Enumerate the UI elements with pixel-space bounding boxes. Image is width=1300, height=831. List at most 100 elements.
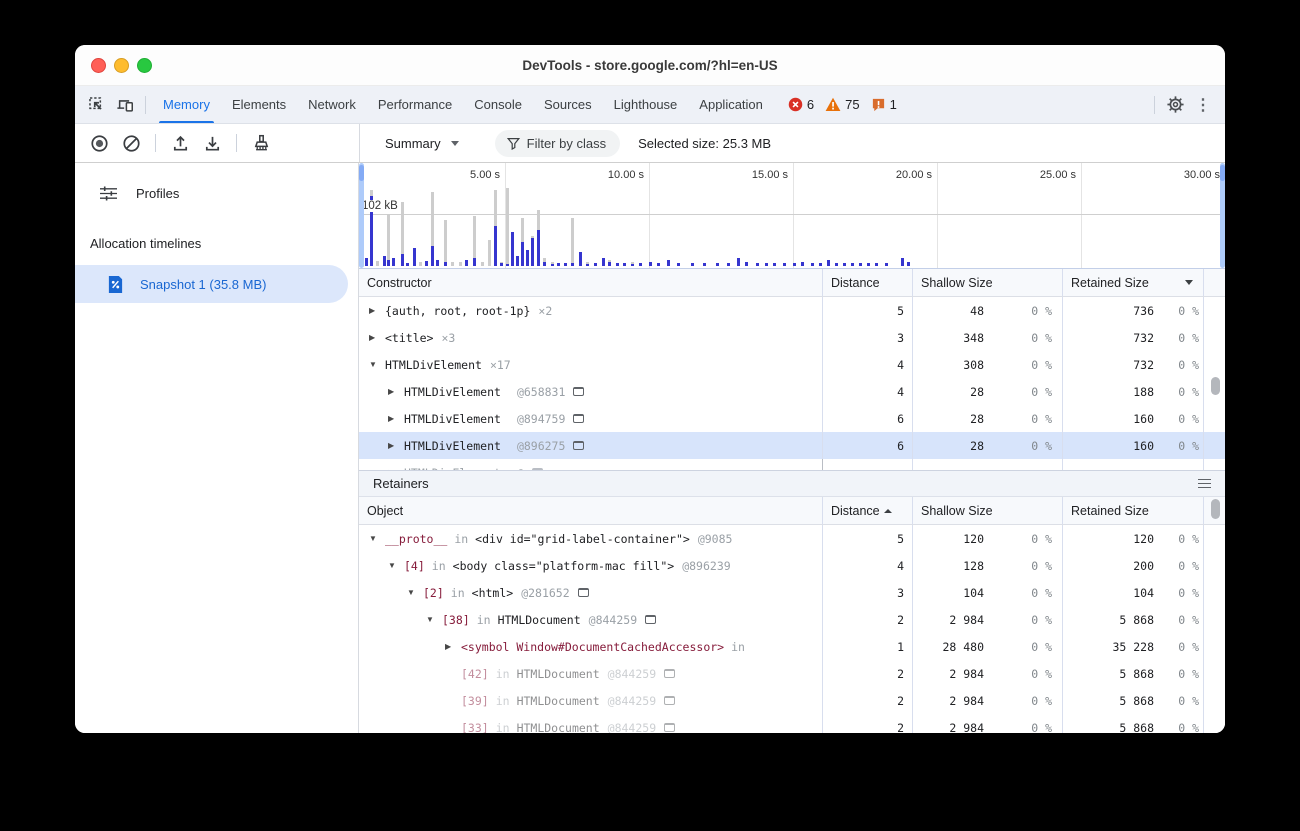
distance-value: 6 — [823, 432, 913, 459]
table-row[interactable]: [39] in HTMLDocument @844259 2 2 984 0 % 5 8… — [359, 687, 1225, 714]
minimize-window-button[interactable] — [114, 57, 129, 73]
allocation-bar — [387, 214, 390, 266]
load-profile-button[interactable] — [166, 130, 194, 156]
retainer-property: [33] — [461, 720, 489, 734]
divider — [1154, 95, 1155, 114]
column-header-constructor[interactable]: Constructor — [359, 269, 823, 296]
allocation-timeline-overview[interactable]: 102 kB 5.00 s 10.00 s 15.00 s 20.00 s 25.00 … — [359, 163, 1225, 269]
reveal-icon[interactable] — [573, 441, 585, 450]
shallow-size-pct: 0 % — [1031, 639, 1052, 654]
timeline-right-handle[interactable] — [1220, 163, 1225, 268]
reveal-icon[interactable] — [531, 468, 543, 470]
expand-arrow[interactable]: ▼ — [369, 534, 377, 543]
allocation-bar — [716, 263, 719, 266]
tab-lighthouse[interactable]: Lighthouse — [613, 97, 678, 112]
reveal-icon[interactable] — [664, 669, 676, 678]
retainers-menu-icon[interactable] — [1198, 478, 1211, 489]
perspective-select[interactable]: Summary — [379, 136, 465, 151]
class-filter-input[interactable]: Filter by class — [494, 129, 621, 157]
expand-arrow[interactable]: ▼ — [426, 615, 434, 624]
column-header-shallow-size[interactable]: Shallow Size — [913, 497, 1063, 524]
table-row[interactable]: [42] in HTMLDocument @844259 2 2 984 0 % 5 8… — [359, 660, 1225, 687]
tab-network[interactable]: Network — [308, 97, 356, 112]
issues-count: 1 — [889, 97, 897, 112]
table-row[interactable]: ▶ {auth, root, root-1p} ×2 5 48 0 % 736 0 % — [359, 297, 1225, 324]
tab-sources[interactable]: Sources — [543, 97, 592, 112]
distance-value: 2 — [823, 606, 913, 633]
distance-value: 4 — [823, 378, 913, 405]
reveal-icon[interactable] — [645, 615, 657, 624]
table-row[interactable]: ▶HTMLDivElement @ — [359, 459, 1225, 470]
allocation-bar — [494, 226, 497, 266]
tab-performance[interactable]: Performance — [377, 97, 453, 112]
retainer-in-label: in — [495, 693, 510, 708]
allocation-bar — [783, 263, 786, 266]
distance-value: 4 — [823, 552, 913, 579]
tab-console[interactable]: Console — [474, 97, 522, 112]
reveal-icon[interactable] — [664, 723, 676, 732]
allocation-bar — [557, 263, 560, 266]
tab-elements[interactable]: Elements — [231, 97, 287, 112]
retained-size-value: 5 868 — [1119, 666, 1154, 681]
more-options-button[interactable]: ⋮ — [1189, 92, 1217, 118]
retainers-scrollbar-thumb[interactable] — [1211, 499, 1220, 519]
toggle-device-toolbar-button[interactable] — [111, 92, 139, 118]
shallow-size-value: 28 — [970, 384, 984, 399]
expand-arrow[interactable]: ▼ — [388, 561, 396, 570]
column-header-shallow-size[interactable]: Shallow Size — [913, 269, 1063, 296]
expand-arrow[interactable]: ▼ — [407, 588, 415, 597]
expand-arrow[interactable]: ▶ — [369, 333, 376, 342]
column-header-distance[interactable]: Distance — [823, 269, 913, 296]
table-row[interactable]: ▼ [38] in HTMLDocument @844259 2 2 984 0 % 5 … — [359, 606, 1225, 633]
time-gridline — [1081, 163, 1082, 268]
expand-arrow[interactable]: ▶ — [388, 414, 395, 423]
column-header-retained-size[interactable]: Retained Size — [1063, 269, 1204, 296]
column-header-object[interactable]: Object — [359, 497, 823, 524]
table-row[interactable]: ▶ HTMLDivElement @896275 6 28 0 % 160 0 % — [359, 432, 1225, 459]
issues-badge[interactable]: 1 — [871, 97, 897, 112]
save-profile-button[interactable] — [198, 130, 226, 156]
tab-application[interactable]: Application — [699, 97, 763, 112]
table-row[interactable]: ▼ [2] in <html> @281652 3 104 0 % 104 0 % — [359, 579, 1225, 606]
record-heap-button[interactable] — [85, 130, 113, 156]
sort-desc-icon — [1185, 280, 1193, 285]
reveal-icon[interactable] — [573, 414, 585, 423]
expand-arrow[interactable]: ▶ — [445, 642, 452, 651]
column-header-retained-size[interactable]: Retained Size — [1063, 497, 1204, 524]
tab-memory[interactable]: Memory — [152, 86, 221, 123]
table-row[interactable]: ▼ [4] in <body class="platform-mac fill"> @8… — [359, 552, 1225, 579]
clear-profiles-button[interactable] — [117, 130, 145, 156]
expand-arrow[interactable]: ▶ — [388, 441, 395, 450]
expand-arrow[interactable]: ▶ — [388, 387, 395, 396]
inspect-element-button[interactable] — [83, 92, 111, 118]
table-row[interactable]: ▼ HTMLDivElement ×17 4 308 0 % 732 0 % — [359, 351, 1225, 378]
reveal-icon[interactable] — [573, 387, 585, 396]
allocation-bar — [843, 263, 846, 266]
expand-arrow[interactable]: ▶ — [388, 468, 404, 470]
table-row[interactable]: [33] in HTMLDocument @844259 2 2 984 0 % 5 8… — [359, 714, 1225, 733]
column-header-distance[interactable]: Distance — [823, 497, 913, 524]
settings-button[interactable] — [1161, 92, 1189, 118]
shallow-size-value: 48 — [970, 303, 984, 318]
reveal-icon[interactable] — [577, 588, 589, 597]
table-row[interactable]: ▼ __proto__ in <div id="grid-label-containe… — [359, 525, 1225, 552]
table-row[interactable]: ▶ <title> ×3 3 348 0 % 732 0 % — [359, 324, 1225, 351]
reveal-icon[interactable] — [664, 696, 676, 705]
expand-arrow[interactable]: ▼ — [369, 360, 377, 369]
retainers-table-header: Object Distance Shallow Size Retained Si… — [359, 497, 1225, 525]
error-badge[interactable]: 6 — [788, 97, 814, 112]
collect-garbage-button[interactable] — [247, 130, 275, 156]
zoom-window-button[interactable] — [137, 57, 152, 73]
constructor-table-body: ▶ {auth, root, root-1p} ×2 5 48 0 % 736 0 % … — [359, 297, 1225, 470]
table-row[interactable]: ▶ <symbol Window#DocumentCachedAccessor> i… — [359, 633, 1225, 660]
warning-badge[interactable]: 75 — [825, 97, 860, 112]
profiles-header[interactable]: Profiles — [99, 185, 358, 202]
shallow-size-value: 348 — [963, 330, 984, 345]
close-window-button[interactable] — [91, 57, 106, 73]
expand-arrow[interactable]: ▶ — [369, 306, 376, 315]
table-row[interactable]: ▶ HTMLDivElement @658831 4 28 0 % 188 0 % — [359, 378, 1225, 405]
sidebar-item-snapshot-1[interactable]: Snapshot 1 (35.8 MB) — [75, 265, 348, 303]
table-row[interactable]: ▶ HTMLDivElement @894759 6 28 0 % 160 0 % — [359, 405, 1225, 432]
constructor-scrollbar-thumb[interactable] — [1211, 377, 1220, 395]
timeline-left-handle[interactable] — [359, 163, 364, 268]
